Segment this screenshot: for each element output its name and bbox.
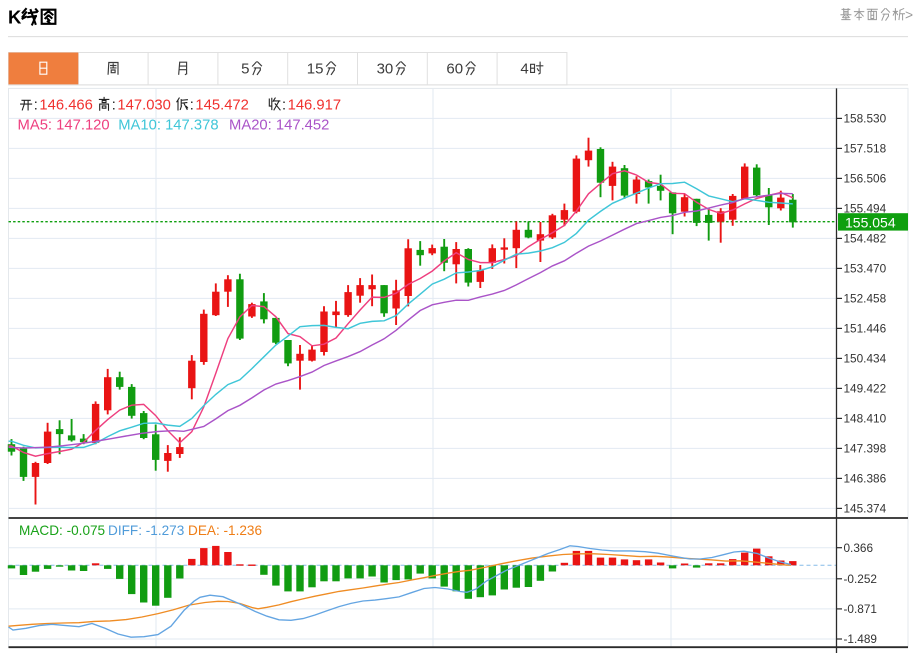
svg-text:30: 30 — [377, 61, 394, 78]
svg-text:145.374: 145.374 — [844, 502, 887, 516]
svg-text:153.470: 153.470 — [844, 262, 887, 276]
svg-text::: : — [190, 97, 194, 113]
svg-text:157.518: 157.518 — [844, 142, 887, 156]
svg-text:158.530: 158.530 — [844, 112, 887, 126]
svg-text:>: > — [905, 7, 913, 22]
svg-text:15: 15 — [307, 61, 324, 78]
svg-text::: : — [282, 97, 286, 113]
svg-text:146.917: 146.917 — [288, 97, 342, 113]
svg-text:155.494: 155.494 — [844, 202, 887, 216]
svg-text:151.446: 151.446 — [844, 322, 887, 336]
svg-text:146.466: 146.466 — [39, 97, 93, 113]
svg-text::: : — [34, 97, 38, 113]
svg-text:MA5: 147.120: MA5: 147.120 — [18, 118, 110, 134]
svg-text:-0.252: -0.252 — [844, 572, 877, 586]
svg-text:4: 4 — [520, 61, 528, 78]
svg-text:K: K — [8, 6, 22, 27]
svg-text:DEA: -1.236: DEA: -1.236 — [188, 523, 262, 538]
svg-text:148.410: 148.410 — [844, 412, 887, 426]
svg-text:MA20: 147.452: MA20: 147.452 — [229, 118, 329, 134]
svg-text:150.434: 150.434 — [844, 352, 887, 366]
svg-text:146.386: 146.386 — [844, 472, 887, 486]
svg-text:147.398: 147.398 — [844, 442, 887, 456]
svg-text:145.472: 145.472 — [195, 97, 249, 113]
svg-text:155.054: 155.054 — [845, 214, 896, 230]
svg-text:MACD: -0.075: MACD: -0.075 — [19, 523, 105, 538]
svg-text:60: 60 — [446, 61, 463, 78]
svg-text::: : — [112, 97, 116, 113]
svg-text:149.422: 149.422 — [844, 382, 887, 396]
svg-text:5: 5 — [241, 61, 249, 78]
svg-text:154.482: 154.482 — [844, 232, 887, 246]
svg-text:-1.489: -1.489 — [844, 632, 877, 646]
svg-text:MA10: 147.378: MA10: 147.378 — [118, 118, 218, 134]
svg-text:152.458: 152.458 — [844, 292, 887, 306]
svg-text:156.506: 156.506 — [844, 172, 887, 186]
svg-text:147.030: 147.030 — [117, 97, 170, 113]
svg-text:0.366: 0.366 — [844, 541, 874, 555]
svg-text:-0.871: -0.871 — [844, 602, 877, 616]
svg-text:DIFF: -1.273: DIFF: -1.273 — [108, 523, 184, 538]
